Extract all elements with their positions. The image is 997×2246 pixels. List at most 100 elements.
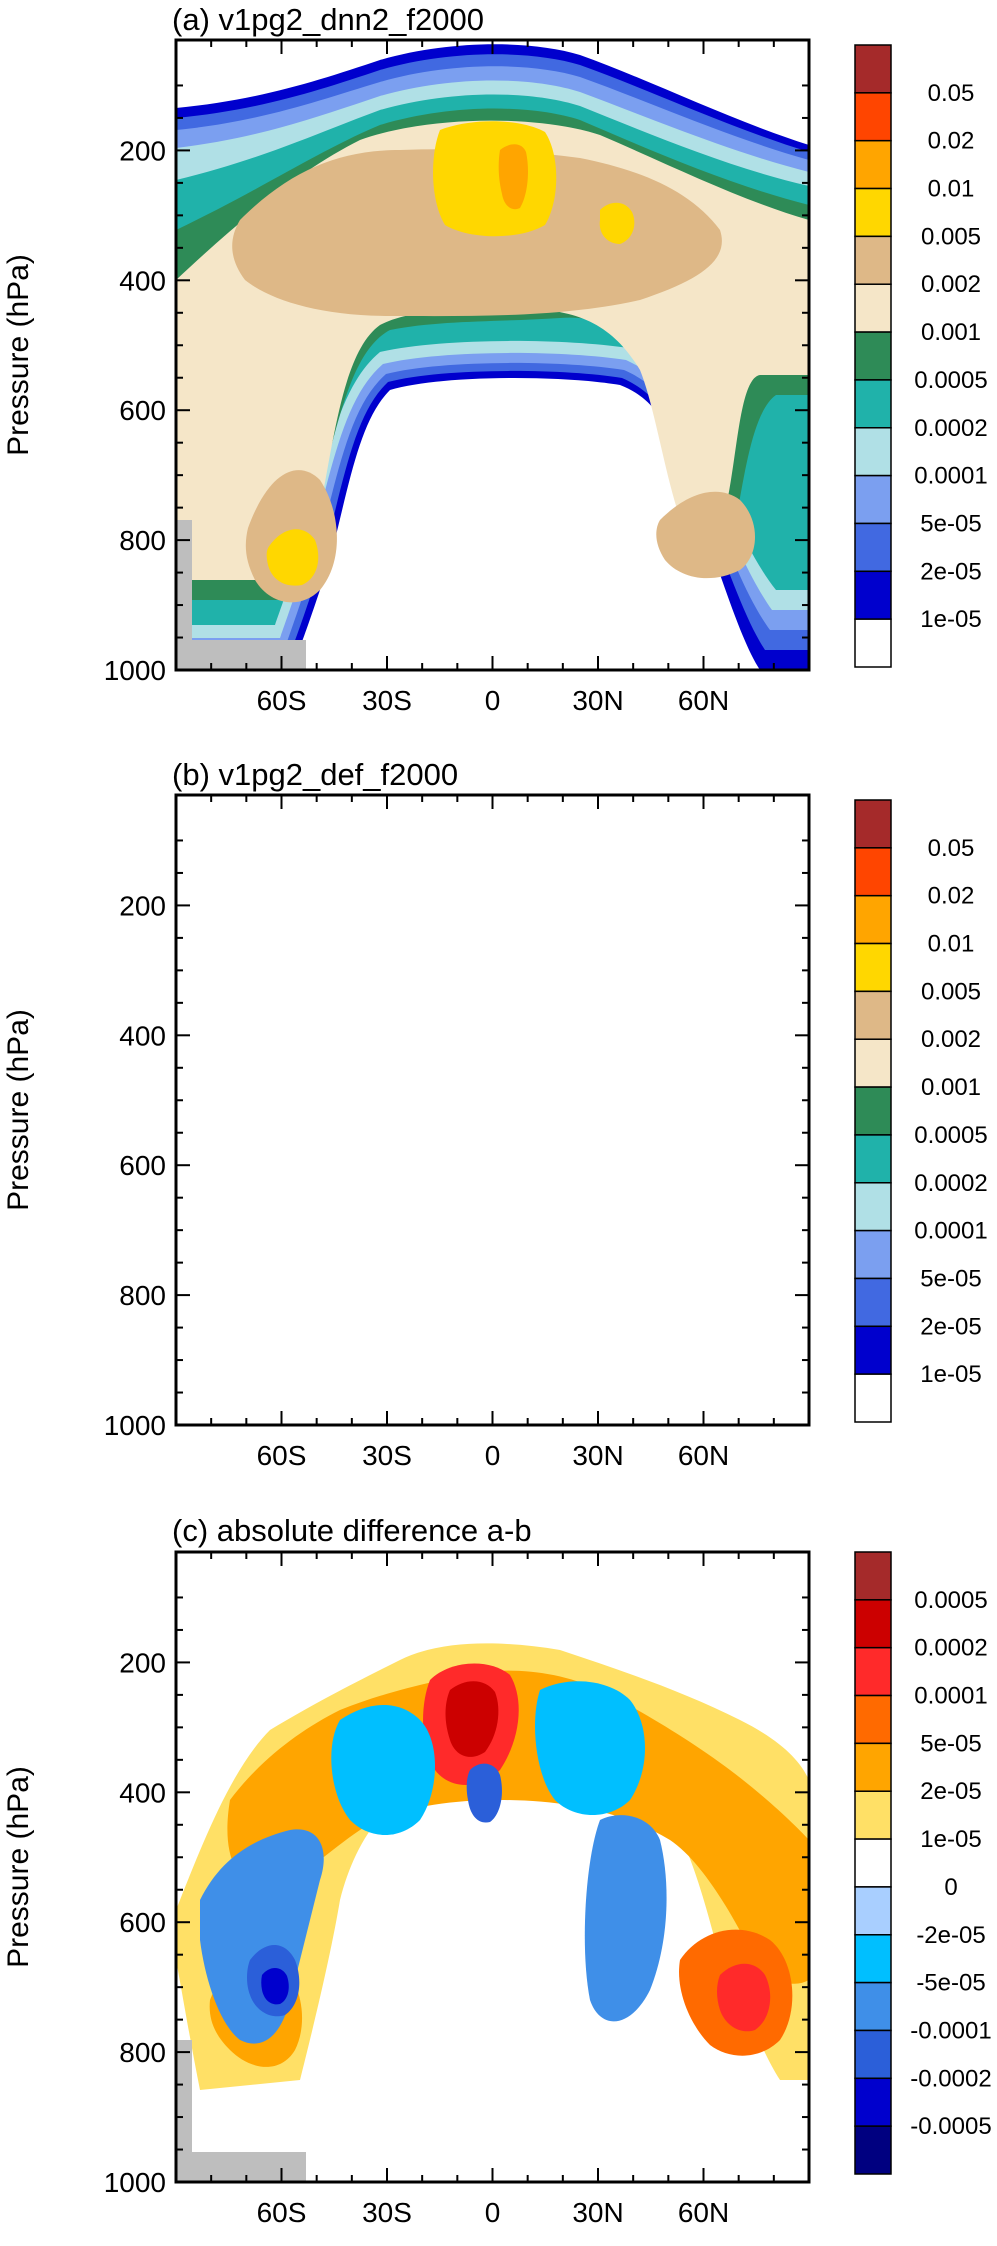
panel-b-colorbar: 0.05 0.02 0.01 0.005 0.002 0.001 0.0005 0.0002 0… xyxy=(854,799,988,1423)
colorbar-label: 0.05 xyxy=(928,835,975,862)
colorbar-label: 0.0001 xyxy=(914,1218,987,1245)
y-tick-label: 400 xyxy=(119,1777,166,1808)
panel-a-layer-5e-03 xyxy=(433,121,557,237)
panel-b-y-label: Pressure (hPa) xyxy=(2,1009,35,1211)
panel-c-field xyxy=(176,1552,809,2182)
y-tick-label: 400 xyxy=(119,1020,166,1051)
colorbar-label: 0.02 xyxy=(928,128,975,155)
x-tick-label: 30N xyxy=(572,2197,623,2228)
colorbar-label: 0.002 xyxy=(921,271,981,298)
panel-b-layer-1e-05 xyxy=(176,799,809,1425)
panel-c-layer-red-right xyxy=(717,1963,771,2032)
colorbar-label: 0.002 xyxy=(921,1026,981,1053)
colorbar-swatch xyxy=(854,474,892,525)
panel-b-terrain-mask xyxy=(176,1395,306,1425)
colorbar-swatch xyxy=(854,2077,892,2127)
colorbar-swatch xyxy=(854,942,892,993)
colorbar-label: -2e-05 xyxy=(916,1922,985,1949)
panel-c-layer-blue-center xyxy=(331,1705,435,1835)
colorbar-label: 2e-05 xyxy=(920,1313,981,1340)
panel-c-layer-darkred-center xyxy=(445,1681,499,1757)
panel-c-y-axis: 200 400 600 800 1000 xyxy=(104,1596,809,2198)
colorbar-label: 5e-05 xyxy=(920,1265,981,1292)
x-tick-label: 60S xyxy=(257,685,307,716)
y-tick-label: 1000 xyxy=(104,655,166,686)
colorbar-swatch xyxy=(854,1742,892,1792)
panel-c-terrain-mask xyxy=(176,2152,306,2182)
colorbar-label: 0.001 xyxy=(921,1074,981,1101)
colorbar-swatch xyxy=(854,283,892,333)
y-tick-label: 200 xyxy=(119,135,166,166)
colorbar-label: 0.01 xyxy=(928,931,975,958)
colorbar-label: 0.0002 xyxy=(914,1170,987,1197)
colorbar-swatch xyxy=(854,847,892,897)
colorbar-label: -0.0002 xyxy=(910,2065,991,2092)
panel-a: (a) v1pg2_dnn2_f2000 60S 30S 0 30N 60N 200 40… xyxy=(2,2,988,716)
panel-c-colorbar: 0.0005 0.0002 0.0001 5e-05 2e-05 1e-05 0 -2e-05… xyxy=(854,1551,992,2175)
x-tick-label: 60N xyxy=(678,2197,729,2228)
colorbar-label: 1e-05 xyxy=(920,1361,981,1388)
x-tick-label: 30S xyxy=(362,2197,412,2228)
colorbar-label: 0.02 xyxy=(928,883,975,910)
colorbar-label: 2e-05 xyxy=(920,1778,981,1805)
y-tick-label: 400 xyxy=(119,265,166,296)
panel-b: (b) v1pg2_def_f2000 60S 30S 0 30N 60N 200 400… xyxy=(2,757,988,1471)
colorbar-swatch xyxy=(854,187,892,238)
colorbar-swatch xyxy=(854,235,892,285)
x-tick-label: 60S xyxy=(257,1440,307,1471)
panel-a-y-axis: 200 400 600 800 1000 xyxy=(104,84,809,686)
panel-a-field xyxy=(176,44,809,670)
x-tick-label: 30S xyxy=(362,685,412,716)
colorbar-label: 0.0005 xyxy=(914,1587,987,1614)
panel-b-layer-1e-02 xyxy=(499,899,528,964)
panel-b-layer-1e-04 xyxy=(176,835,809,1393)
panel-b-layer-2e-04 xyxy=(176,849,809,1380)
x-tick-label: 60N xyxy=(678,685,729,716)
colorbar-label: 0.0002 xyxy=(914,1635,987,1662)
x-tick-label: 0 xyxy=(485,685,501,716)
colorbar-swatch xyxy=(854,1277,892,1328)
colorbar-label: 0.005 xyxy=(921,978,981,1005)
colorbar-label: -5e-05 xyxy=(916,1970,985,1997)
panel-b-field xyxy=(176,799,809,1425)
y-tick-label: 600 xyxy=(119,1150,166,1181)
colorbar-label: 0.0005 xyxy=(914,367,987,394)
colorbar-swatch xyxy=(854,522,892,573)
panel-c: (c) absolute difference a-b 60S 30S 0 30N 60… xyxy=(2,1513,992,2228)
colorbar-label: 5e-05 xyxy=(920,1730,981,1757)
colorbar-label: 1e-05 xyxy=(920,1826,981,1853)
panel-a-x-axis: 60S 30S 0 30N 60N xyxy=(210,40,775,716)
y-tick-label: 200 xyxy=(119,1647,166,1678)
colorbar-label: 0.01 xyxy=(928,176,975,203)
colorbar-swatch xyxy=(854,92,892,142)
colorbar-swatch xyxy=(854,1373,892,1423)
panel-a-terrain-mask-edge xyxy=(176,520,192,670)
y-tick-label: 1000 xyxy=(104,2167,166,2198)
colorbar-label: 1e-05 xyxy=(920,606,981,633)
y-tick-label: 200 xyxy=(119,890,166,921)
panel-a-title: (a) v1pg2_dnn2_f2000 xyxy=(172,2,484,37)
y-tick-label: 600 xyxy=(119,1907,166,1938)
colorbar-swatch xyxy=(854,618,892,668)
colorbar-swatch xyxy=(854,427,892,477)
x-tick-label: 30N xyxy=(572,1440,623,1471)
colorbar-swatch xyxy=(854,2125,892,2175)
colorbar-swatch xyxy=(854,1646,892,1697)
y-tick-label: 600 xyxy=(119,395,166,426)
panel-b-layer-5e-04 xyxy=(176,864,809,1355)
x-tick-label: 0 xyxy=(485,2197,501,2228)
panel-b-x-axis: 60S 30S 0 30N 60N xyxy=(210,795,775,1471)
x-tick-label: 30S xyxy=(362,1440,412,1471)
panel-a-layer-5e-03-left-lobe xyxy=(266,529,319,586)
colorbar-label: 0.0001 xyxy=(914,463,987,490)
colorbar-label: 0.0002 xyxy=(914,415,987,442)
colorbar-swatch xyxy=(854,1229,892,1280)
colorbar-swatch xyxy=(854,331,892,381)
panel-c-layer-navy-left xyxy=(261,1967,289,2005)
panel-b-layer-1e-03 xyxy=(176,876,809,1335)
x-tick-label: 30N xyxy=(572,685,623,716)
colorbar-swatch xyxy=(854,799,892,849)
panel-b-layer-5e-03-left-lobe xyxy=(267,1284,319,1340)
y-tick-label: 800 xyxy=(119,2037,166,2068)
colorbar-label: 5e-05 xyxy=(920,510,981,537)
